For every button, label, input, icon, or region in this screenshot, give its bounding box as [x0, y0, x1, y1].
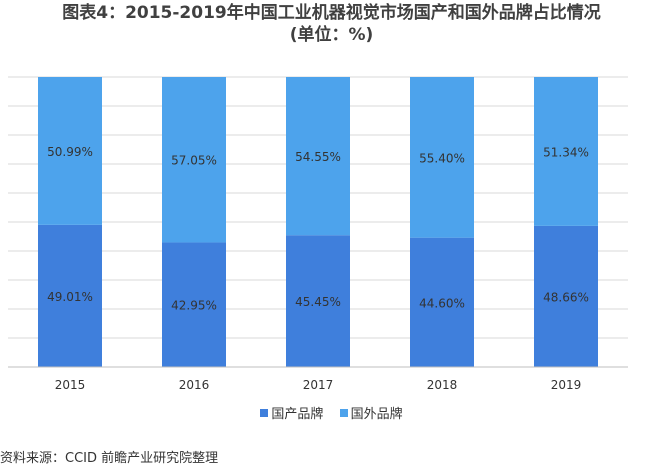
source-note: 资料来源：CCID 前瞻产业研究院整理 [0, 451, 219, 466]
bar-domestic-2019 [534, 225, 598, 367]
x-tick-label-2018: 2018 [427, 378, 458, 392]
bar-foreign-2017 [286, 77, 350, 236]
bar-foreign-2018 [410, 77, 474, 238]
bar-domestic-2016 [162, 242, 226, 367]
x-tick-label-2019: 2019 [551, 378, 582, 392]
legend-swatch-domestic [260, 408, 269, 417]
data-label-domestic-2019: 48.66% [543, 290, 589, 304]
legend-label-foreign: 国外品牌 [350, 407, 403, 422]
legend: 国产品牌 国外品牌 [0, 403, 663, 422]
data-label-foreign-2015: 50.99% [47, 145, 93, 159]
bar-domestic-2018 [410, 237, 474, 367]
x-tick-label-2016: 2016 [179, 378, 210, 392]
data-label-domestic-2015: 49.01% [47, 290, 93, 304]
stacked-bar-chart: 49.01% 50.99% 2015 42.95% 57.05% 2016 45.45% 54… [8, 76, 628, 392]
legend-item-domestic: 国产品牌 [260, 403, 323, 422]
data-label-foreign-2018: 55.40% [419, 151, 465, 165]
chart-title-main: 图表4：2015-2019年中国工业机器视觉市场国产和国外品牌占比情况 [62, 3, 601, 23]
bar-foreign-2019 [534, 77, 598, 226]
x-tick-label-2017: 2017 [303, 378, 334, 392]
data-label-domestic-2016: 42.95% [171, 299, 217, 313]
chart-title: 图表4：2015-2019年中国工业机器视觉市场国产和国外品牌占比情况 (单位：… [0, 2, 663, 46]
bar-domestic-2017 [286, 235, 350, 367]
data-label-foreign-2016: 57.05% [171, 154, 217, 168]
data-label-foreign-2019: 51.34% [543, 145, 589, 159]
data-label-domestic-2018: 44.60% [419, 296, 465, 310]
legend-item-foreign: 国外品牌 [339, 403, 403, 422]
legend-label-domestic: 国产品牌 [271, 407, 324, 422]
bar-foreign-2015 [38, 77, 102, 225]
chart-subtitle: (单位：%) [289, 25, 374, 45]
data-label-domestic-2017: 45.45% [295, 295, 341, 309]
data-label-foreign-2017: 54.55% [295, 150, 341, 164]
bar-domestic-2015 [38, 224, 102, 367]
bar-foreign-2016 [162, 77, 226, 243]
legend-swatch-foreign [339, 408, 348, 417]
x-tick-label-2015: 2015 [55, 378, 86, 392]
